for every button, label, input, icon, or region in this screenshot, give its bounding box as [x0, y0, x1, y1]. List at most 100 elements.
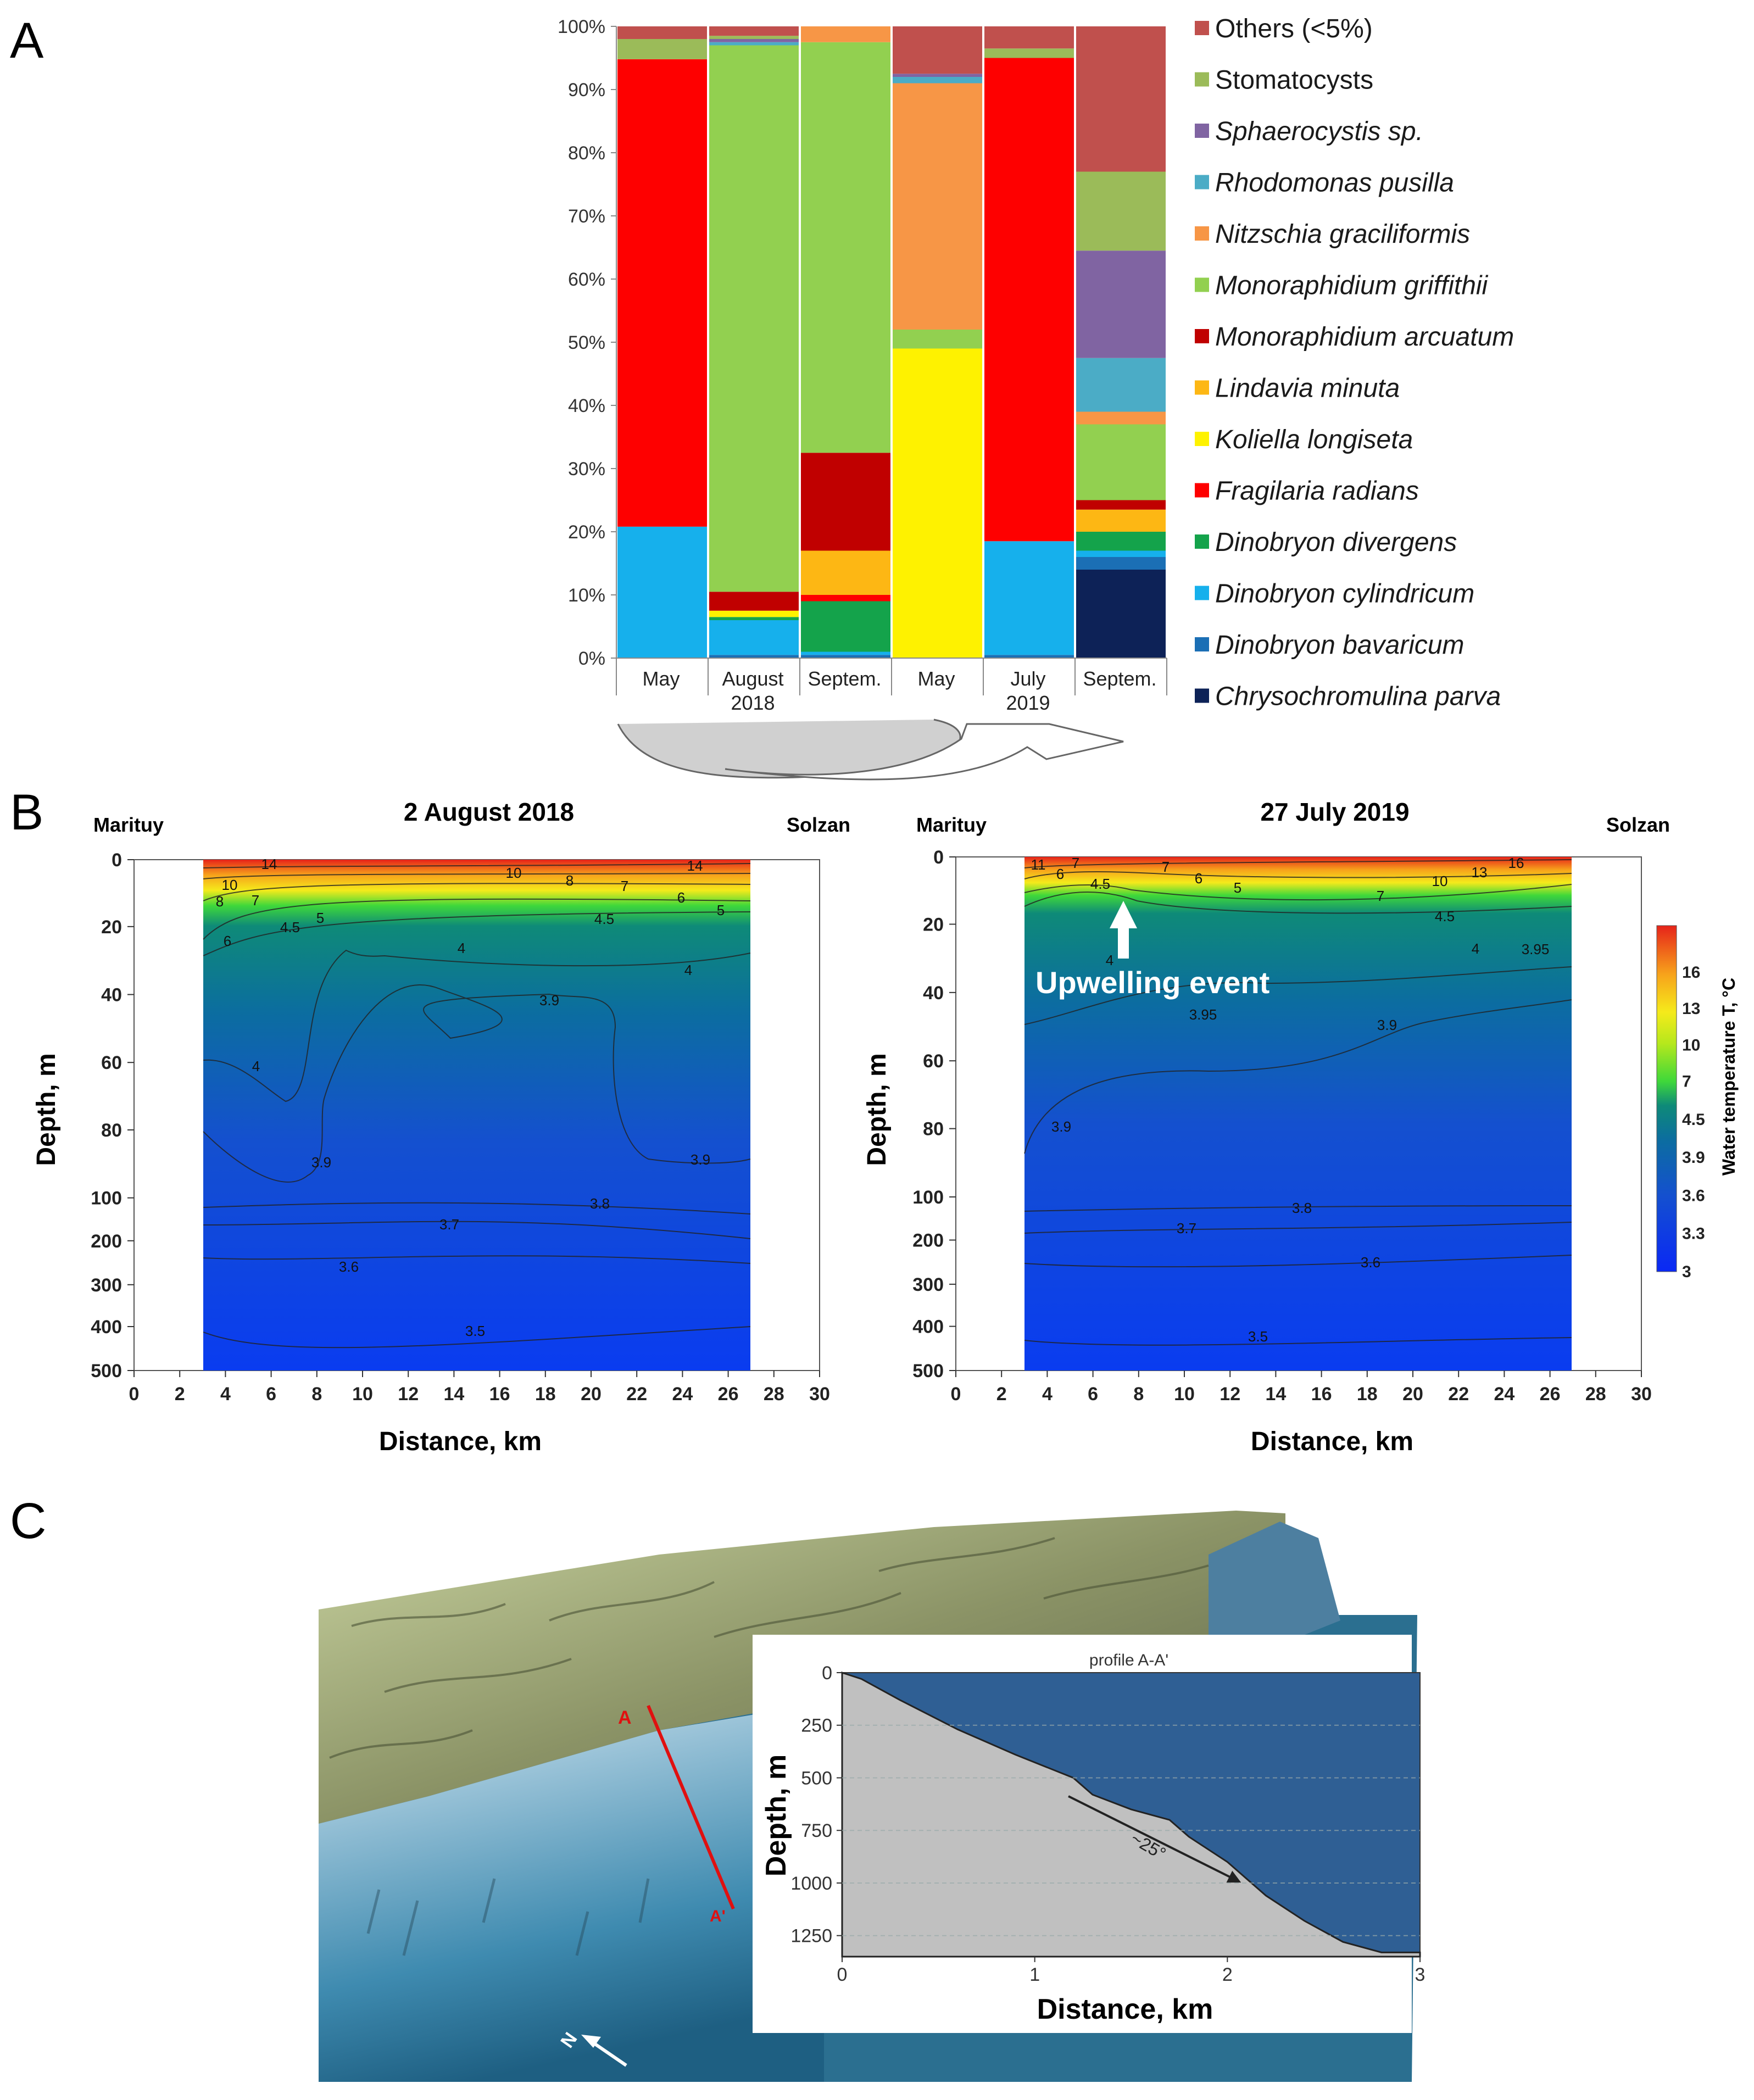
bar-segment	[709, 655, 799, 658]
transect-2019-ylabel: Depth, m	[862, 1053, 892, 1166]
x-tick-label: 16	[1311, 1384, 1332, 1405]
legend-swatch	[1195, 21, 1209, 35]
transect-2018-right-station: Solzan	[787, 814, 850, 836]
profile-bottom-line	[841, 1671, 1421, 1958]
x-tick-label: 24	[1494, 1384, 1514, 1405]
y-tick-label: 80	[101, 1120, 122, 1141]
bar-y-tick-label: 100%	[558, 16, 605, 37]
legend-label: Dinobryon cylindricum	[1215, 580, 1474, 609]
bar-segment	[801, 26, 890, 42]
bar-segment	[1076, 532, 1166, 551]
contour-label: 14	[261, 856, 277, 872]
bar-segment	[893, 330, 982, 349]
section-line-aa	[647, 1704, 735, 1910]
colorbar-tick-label: 7	[1682, 1073, 1691, 1091]
transect-2018-axes: 0 2 4 6 8 10 12 14 16 18 20 22 24 26 28 300204060801002…	[91, 850, 830, 1405]
transect-2019-title: 27 July 2019	[1260, 798, 1409, 826]
colorbar-tick-label: 13	[1682, 1000, 1700, 1018]
legend-label: Monoraphidium griffithii	[1215, 271, 1489, 300]
profile-gridlines	[842, 1724, 1420, 1936]
contour-label: 7	[1072, 855, 1079, 871]
bar-y-tick-label: 20%	[568, 522, 605, 543]
x-tick-label: 12	[1220, 1384, 1240, 1405]
x-tick-label: 2	[175, 1384, 185, 1405]
bar-segment	[709, 42, 799, 46]
x-tick-label: 8	[311, 1384, 322, 1405]
bar-year-label: 2019	[1006, 692, 1050, 714]
contour-label: 10	[506, 865, 522, 881]
x-tick-label: 4	[220, 1384, 231, 1405]
contour-label: 13	[1472, 864, 1488, 881]
profile-y-tick-label: 0	[822, 1663, 832, 1684]
y-tick-label: 0	[933, 847, 944, 868]
contour-2018-3.6	[203, 1255, 751, 1264]
bar-segment	[709, 36, 799, 39]
bar-segment	[801, 550, 890, 595]
underwater-slope	[319, 1703, 824, 2082]
x-tick-label: 0	[129, 1384, 140, 1405]
bar-y-tick-label: 30%	[568, 459, 605, 480]
transect-2018-title: 2 August 2018	[404, 798, 574, 826]
profile-xlabel: Distance, km	[1037, 1993, 1213, 2025]
bar-segment	[893, 26, 982, 74]
x-tick-label: 30	[1631, 1384, 1652, 1405]
contour-label: 5	[717, 902, 725, 918]
contour-label: 3.5	[465, 1323, 485, 1339]
bar-segment	[893, 74, 982, 77]
contour-label: 8	[216, 893, 224, 910]
legend-label: Sphaerocystis sp.	[1215, 117, 1423, 146]
contour-label: 7	[252, 892, 259, 909]
y-tick-label: 500	[912, 1361, 944, 1382]
x-tick-label: 28	[1585, 1384, 1606, 1405]
x-tick-label: 22	[1448, 1384, 1469, 1405]
contour-label: 3.5	[1248, 1328, 1268, 1345]
colorbar-tick-label: 10	[1682, 1036, 1700, 1054]
transect-2019-field	[1024, 857, 1572, 1371]
bar-segment	[1076, 557, 1166, 570]
contour-label: 4	[252, 1058, 260, 1074]
bar-category-label: Septem.	[1083, 667, 1156, 690]
contour-label: 6	[1056, 866, 1064, 882]
bar-segment	[984, 541, 1074, 655]
contour-label: 4	[684, 962, 692, 978]
y-tick-label: 60	[923, 1051, 944, 1072]
colorbar-label: Water temperature T, °C	[1719, 978, 1739, 1176]
contour-label: 6	[224, 933, 231, 949]
bar-y-tick-label: 10%	[568, 585, 605, 606]
y-tick-label: 400	[912, 1317, 944, 1338]
bar-category-label: Septem.	[808, 667, 881, 690]
upwelling-arrow-icon	[1110, 901, 1137, 959]
bar-legend: Others (<5%) Stomatocysts Sphaerocystis sp…	[1195, 14, 1514, 711]
y-tick-label: 0	[112, 850, 122, 871]
contour-2019-3.6	[1024, 1255, 1572, 1268]
x-tick-label: 12	[398, 1384, 419, 1405]
contour-2019-5	[1024, 884, 1572, 901]
colorbar-tick-label: 3.9	[1682, 1149, 1705, 1167]
contour-2019-13	[1024, 859, 1572, 868]
profile-y-tick-label: 500	[801, 1768, 832, 1789]
bar-segment	[1076, 424, 1166, 500]
transect-2018-field	[203, 860, 750, 1371]
contour-2019-3.5	[1024, 1337, 1572, 1346]
legend-label: Nitzschia graciliformis	[1215, 220, 1470, 249]
contour-2018-3.8	[203, 1202, 751, 1215]
bar-y-tick-label: 50%	[568, 332, 605, 353]
panel-c-label: C	[10, 1493, 46, 1549]
x-tick-label: 0	[951, 1384, 961, 1405]
contour-label: 3.6	[339, 1258, 359, 1275]
bar-segment	[617, 26, 707, 39]
contour-2018-4.5	[203, 911, 751, 956]
bar-y-ticks: 0% 10% 20% 30% 40% 50% 60% 70% 80% 90% 100%	[558, 16, 616, 669]
y-tick-label: 20	[101, 917, 122, 938]
x-tick-label: 20	[581, 1384, 602, 1405]
bar-category-label: May	[642, 667, 680, 690]
bar-y-tick-label: 80%	[568, 143, 605, 164]
contour-2018-3.7	[203, 1221, 751, 1239]
contour-label: 4	[458, 940, 465, 956]
legend-label: Stomatocysts	[1215, 66, 1373, 95]
legend-swatch	[1195, 124, 1209, 138]
contour-2019-3.95	[1024, 966, 1572, 1025]
